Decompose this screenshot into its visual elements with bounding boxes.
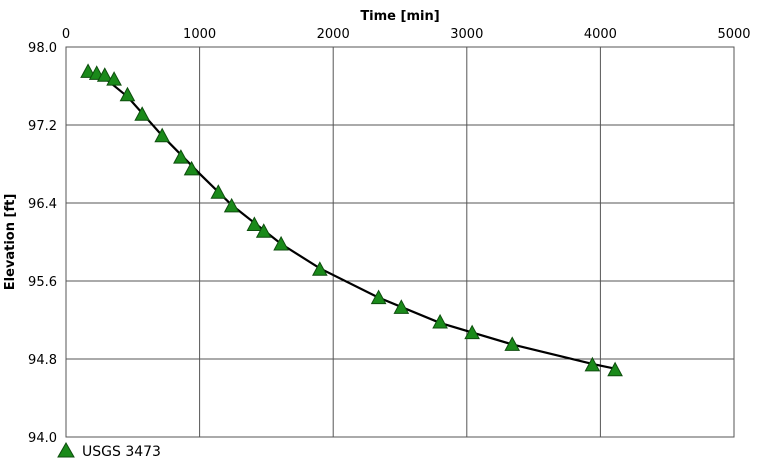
data-point-triangle bbox=[154, 127, 171, 143]
y-tick-label: 97.2 bbox=[28, 119, 57, 134]
x-tick-label: 4000 bbox=[584, 27, 617, 42]
data-point-triangle bbox=[432, 313, 448, 329]
data-point-triangle bbox=[183, 160, 200, 176]
data-point-triangle bbox=[96, 67, 113, 82]
data-point-triangle bbox=[246, 216, 263, 231]
legend-triangle-icon bbox=[57, 441, 75, 458]
data-point-triangle bbox=[607, 361, 623, 377]
data-point-triangle bbox=[584, 356, 601, 372]
x-tick-label: 1000 bbox=[183, 27, 216, 42]
data-point-triangle bbox=[173, 149, 189, 164]
plot-area bbox=[66, 47, 734, 437]
data-point-triangle bbox=[393, 299, 410, 314]
y-axis-ticks: 94.0 94.8 95.6 96.4 97.2 98.0 bbox=[28, 41, 57, 446]
x-tick-label: 0 bbox=[62, 27, 70, 42]
legend: USGS 3473 bbox=[57, 441, 161, 460]
x-axis-ticks: 0 1000 2000 3000 4000 5000 bbox=[62, 27, 751, 42]
data-point-triangle bbox=[223, 197, 240, 213]
data-point-triangle bbox=[312, 261, 328, 276]
data-point-triangle bbox=[464, 324, 480, 340]
data-point-triangle bbox=[255, 223, 272, 238]
x-tick-label: 3000 bbox=[450, 27, 483, 42]
y-tick-label: 94.8 bbox=[28, 353, 57, 368]
data-point-triangle bbox=[119, 86, 136, 102]
y-tick-label: 95.6 bbox=[28, 275, 57, 290]
data-points bbox=[80, 63, 623, 377]
x-tick-label: 5000 bbox=[717, 27, 750, 42]
data-point-triangle bbox=[370, 289, 387, 305]
data-point-triangle bbox=[273, 235, 289, 251]
plot-border bbox=[65, 46, 735, 438]
y-axis-title: Elevation [ft] bbox=[3, 194, 18, 291]
data-point-triangle bbox=[504, 336, 521, 351]
data-point-triangle bbox=[80, 63, 96, 78]
grid-lines bbox=[66, 47, 734, 437]
data-point-triangle bbox=[210, 184, 227, 199]
y-tick-label: 98.0 bbox=[28, 41, 57, 56]
y-tick-label: 96.4 bbox=[28, 197, 57, 212]
data-point-triangle bbox=[106, 71, 122, 86]
x-tick-label: 2000 bbox=[317, 27, 350, 42]
data-point-triangle bbox=[134, 106, 150, 121]
y-tick-label: 94.0 bbox=[28, 431, 57, 446]
legend-label: USGS 3473 bbox=[82, 444, 161, 460]
x-axis-title: Time [min] bbox=[360, 9, 439, 24]
